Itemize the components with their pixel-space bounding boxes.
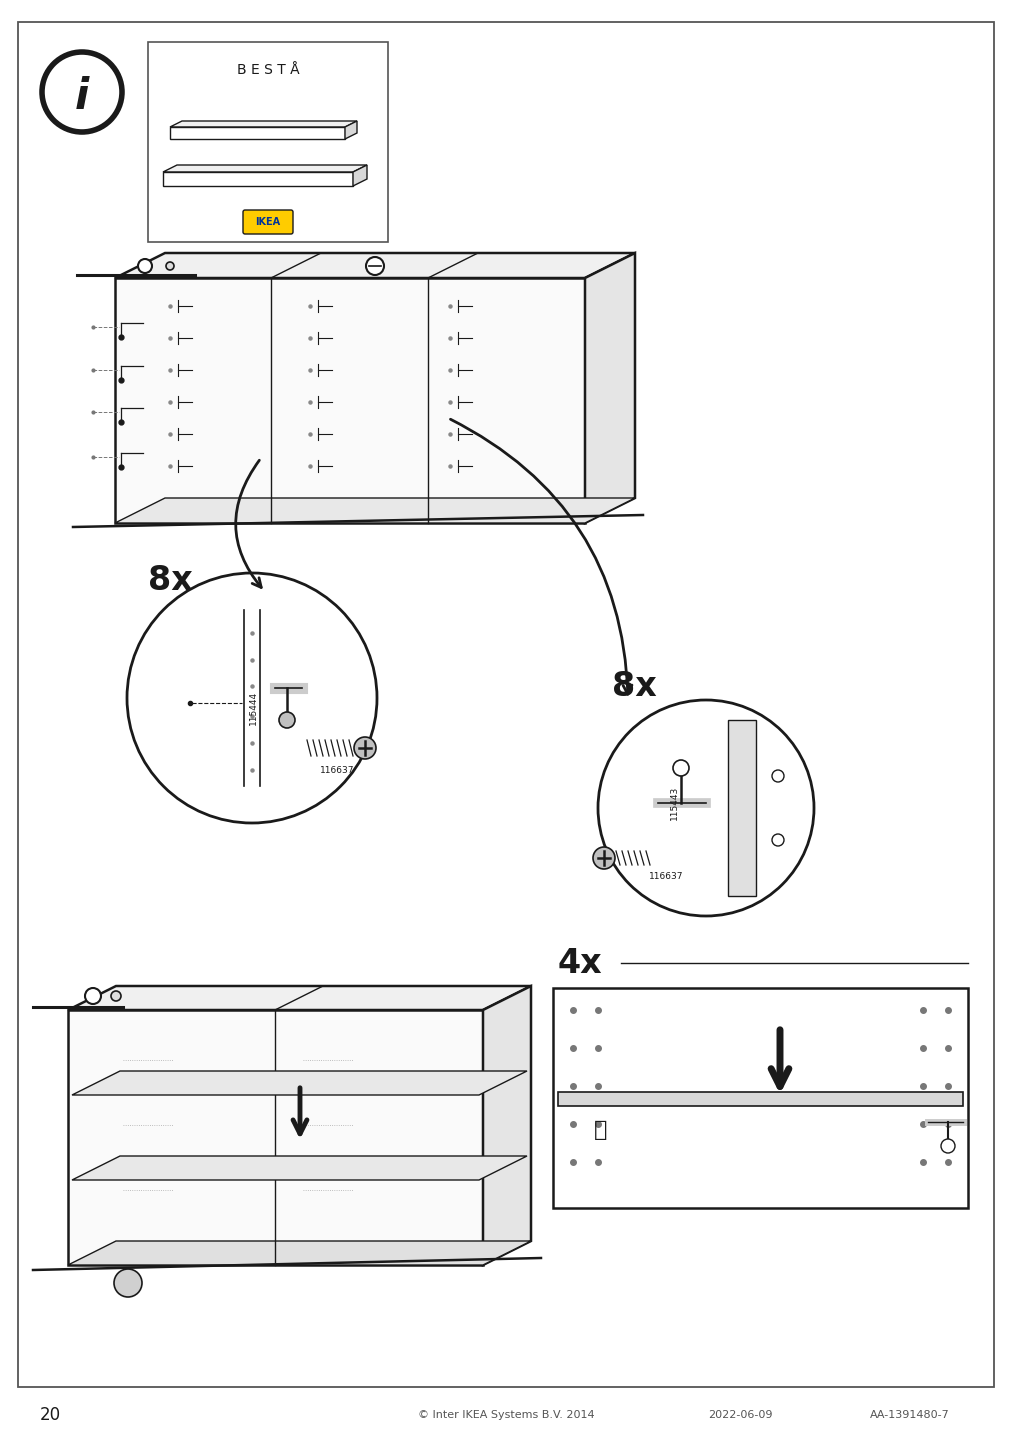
Circle shape (771, 833, 784, 846)
Polygon shape (68, 1010, 482, 1264)
Text: © Inter IKEA Systems B.V. 2014: © Inter IKEA Systems B.V. 2014 (418, 1411, 593, 1421)
Text: 115443: 115443 (669, 786, 677, 821)
Text: B E S T Å: B E S T Å (237, 63, 299, 77)
Polygon shape (68, 1242, 531, 1264)
Circle shape (111, 991, 121, 1001)
Text: 20: 20 (40, 1406, 61, 1423)
Polygon shape (163, 172, 353, 186)
Circle shape (771, 770, 784, 782)
Circle shape (598, 700, 813, 916)
FancyBboxPatch shape (243, 211, 293, 233)
Text: i: i (75, 76, 89, 117)
Bar (148, 42, 387, 242)
Circle shape (85, 988, 101, 1004)
Polygon shape (170, 127, 345, 139)
Text: 8x: 8x (611, 670, 656, 703)
Circle shape (940, 1138, 954, 1153)
Circle shape (42, 52, 122, 132)
Polygon shape (482, 987, 531, 1264)
Text: 116637: 116637 (648, 872, 682, 881)
Polygon shape (115, 498, 634, 523)
Circle shape (672, 760, 688, 776)
Circle shape (137, 259, 152, 274)
Polygon shape (345, 120, 357, 139)
Circle shape (114, 1269, 142, 1297)
Text: 115444: 115444 (249, 690, 257, 725)
Polygon shape (115, 253, 634, 278)
Circle shape (126, 573, 377, 823)
Circle shape (279, 712, 295, 727)
Text: 8x: 8x (148, 564, 192, 597)
Polygon shape (163, 165, 367, 172)
Text: ✋: ✋ (593, 1120, 607, 1140)
Circle shape (354, 737, 376, 759)
Circle shape (166, 262, 174, 271)
Polygon shape (170, 120, 357, 127)
Polygon shape (115, 278, 584, 523)
Circle shape (592, 846, 615, 869)
Text: IKEA: IKEA (255, 218, 280, 228)
Bar (552, 988, 968, 1209)
Polygon shape (72, 1071, 527, 1095)
Circle shape (366, 256, 383, 275)
Text: 116637: 116637 (319, 766, 354, 775)
Polygon shape (584, 253, 634, 523)
Text: AA-1391480-7: AA-1391480-7 (869, 1411, 949, 1421)
Text: 4x: 4x (557, 947, 602, 979)
Polygon shape (727, 720, 755, 896)
Polygon shape (68, 987, 531, 1010)
Bar (557, 1093, 962, 1106)
Polygon shape (353, 165, 367, 186)
Polygon shape (72, 1156, 527, 1180)
Text: 2022-06-09: 2022-06-09 (707, 1411, 771, 1421)
